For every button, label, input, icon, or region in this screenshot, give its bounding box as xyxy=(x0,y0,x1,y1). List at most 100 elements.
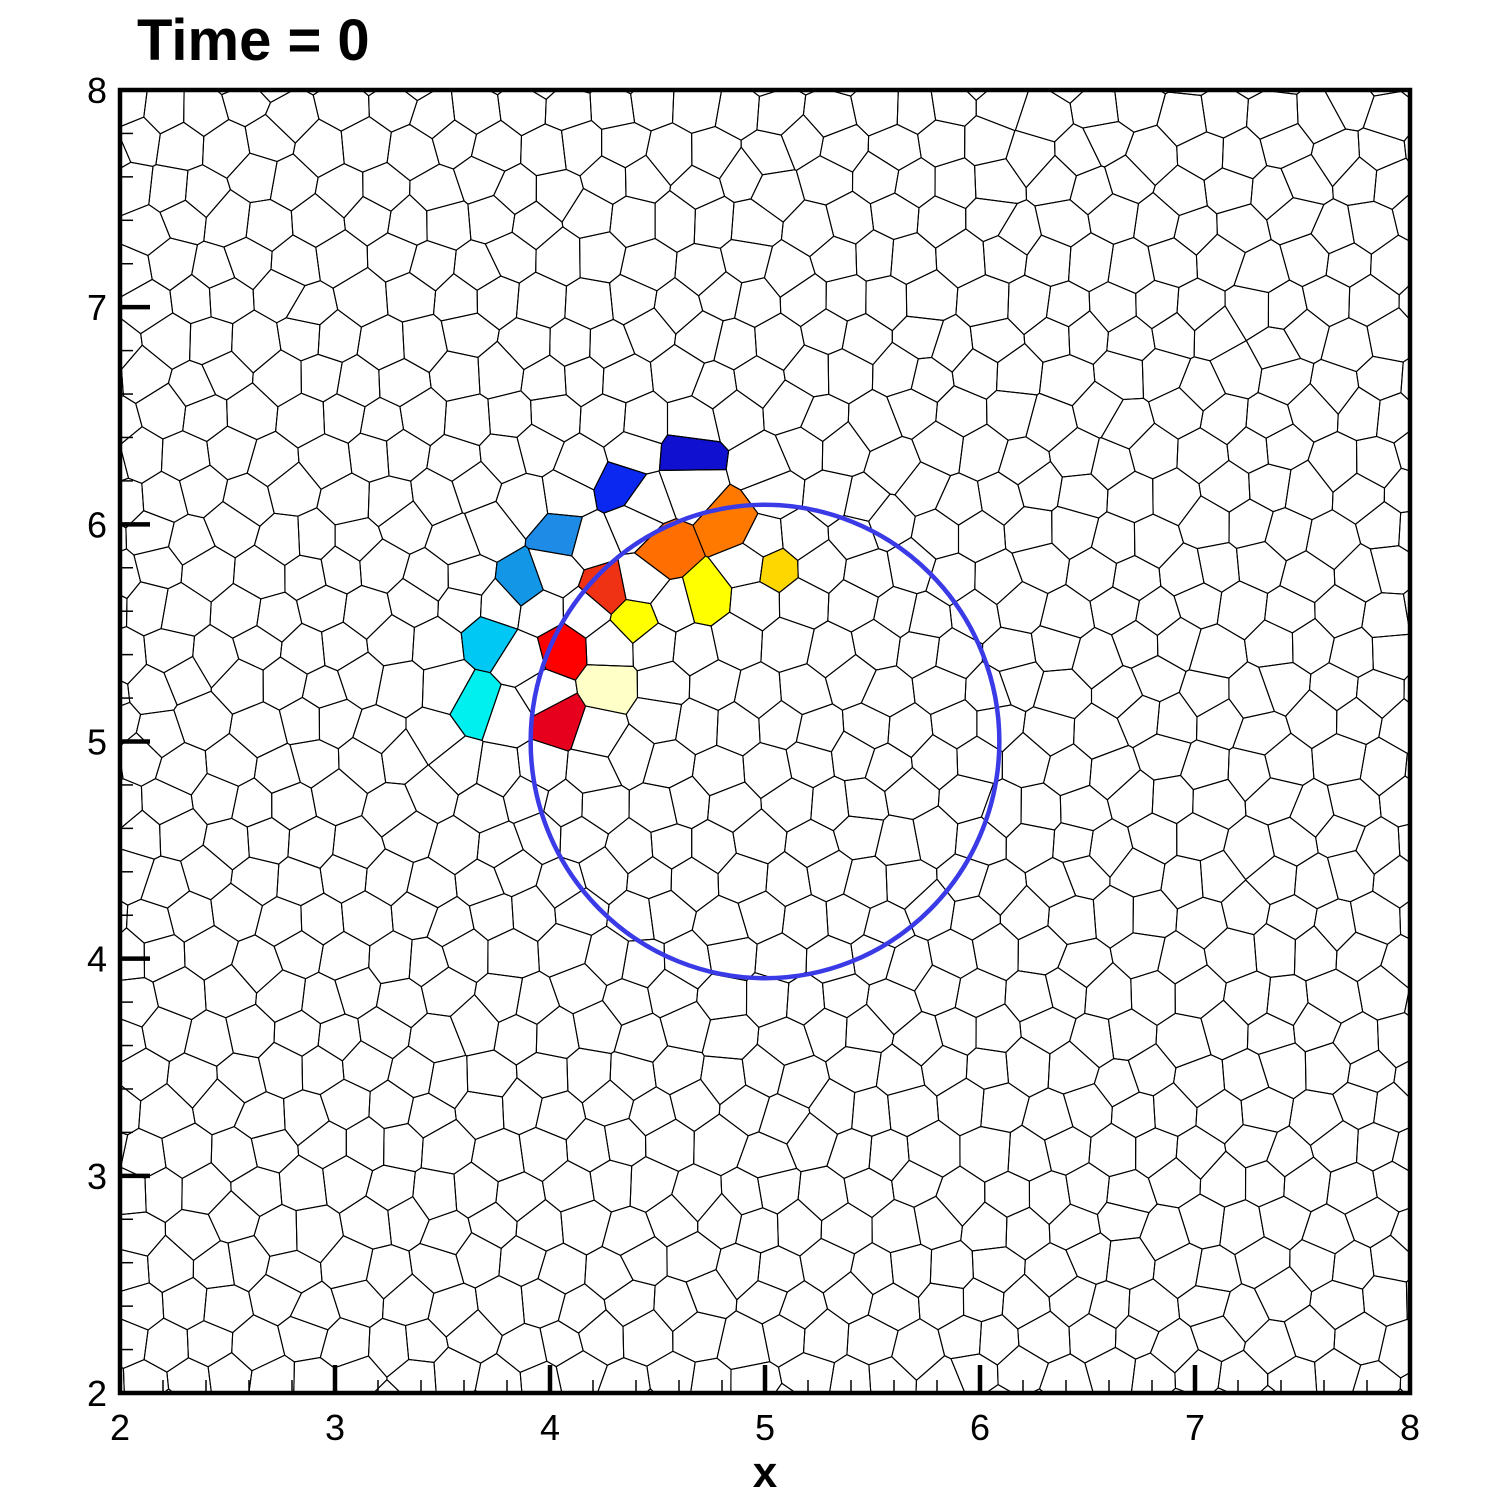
mesh-cell xyxy=(715,1242,762,1301)
mesh-cell xyxy=(642,739,696,789)
mesh-cell xyxy=(255,969,307,1023)
mesh-cell xyxy=(301,1045,345,1096)
mesh-cell xyxy=(1089,586,1141,636)
mesh-cell xyxy=(624,154,672,204)
mesh-cell xyxy=(1199,1150,1247,1208)
mesh-cell xyxy=(1065,546,1118,603)
mesh-cell xyxy=(1310,128,1361,188)
mesh-cell xyxy=(535,226,581,287)
mesh-cell xyxy=(1266,1125,1315,1178)
mesh-cell xyxy=(191,240,236,289)
mesh-cell xyxy=(1351,1360,1402,1394)
mesh-cell xyxy=(384,271,437,323)
mesh-cell xyxy=(273,1009,322,1057)
mesh-cell xyxy=(231,1314,286,1372)
mesh-cell xyxy=(597,1357,651,1394)
mesh-cell xyxy=(277,1315,329,1363)
mesh-cell xyxy=(609,1050,657,1102)
mesh-cell xyxy=(841,312,893,366)
y-tick-label: 6 xyxy=(87,504,107,545)
mesh-cell xyxy=(420,1118,476,1175)
mesh-cell xyxy=(387,1045,435,1099)
mesh-cell xyxy=(978,1314,1020,1366)
mesh-cell xyxy=(455,1231,502,1289)
mesh-cell xyxy=(1189,1315,1246,1363)
mesh-cell xyxy=(774,426,824,481)
mesh-cell xyxy=(292,118,345,179)
mesh-cell xyxy=(1024,234,1072,287)
mesh-cell xyxy=(999,884,1050,941)
mesh-cell xyxy=(1393,1059,1411,1100)
mesh-cell xyxy=(386,193,428,246)
mesh-cell xyxy=(1286,382,1339,443)
mesh-cell xyxy=(342,584,393,641)
mesh-cell xyxy=(155,121,205,171)
mesh-cell xyxy=(1253,922,1296,978)
colored-cell xyxy=(759,547,799,594)
mesh-cell xyxy=(962,1277,1005,1323)
mesh-cell xyxy=(1369,545,1411,595)
mesh-cell xyxy=(1194,1244,1243,1293)
mesh-cell xyxy=(867,123,922,171)
mesh-cell xyxy=(404,764,459,825)
mesh-cell xyxy=(1209,339,1263,400)
mesh-cell xyxy=(714,89,760,141)
mesh-cell xyxy=(1065,1232,1112,1285)
mesh-cell xyxy=(530,394,582,443)
mesh-cell xyxy=(696,973,748,1021)
mesh-cell xyxy=(613,1012,669,1063)
mesh-cell xyxy=(980,778,1022,839)
mesh-cell xyxy=(1309,1119,1359,1173)
x-tick-label: 7 xyxy=(1185,1407,1205,1448)
mesh-cell xyxy=(408,1242,465,1294)
mesh-cell xyxy=(1069,89,1120,129)
mesh-cell xyxy=(795,703,845,753)
mesh-cell xyxy=(756,89,807,136)
mesh-cell xyxy=(885,859,938,910)
mesh-cell xyxy=(689,1357,732,1394)
mesh-cell xyxy=(143,1317,189,1373)
mesh-cell xyxy=(202,817,250,871)
colored-cell xyxy=(692,483,759,558)
mesh-cell xyxy=(428,350,481,402)
mesh-cell xyxy=(312,89,370,132)
mesh-cell xyxy=(378,357,432,408)
mesh-cell xyxy=(357,1005,412,1060)
mesh-cell xyxy=(577,1309,625,1366)
mesh-cell xyxy=(252,268,306,324)
mesh-cell xyxy=(1245,89,1299,140)
mesh-cell xyxy=(269,153,319,212)
mesh-cell xyxy=(119,242,153,299)
mesh-cell xyxy=(1244,777,1304,826)
mesh-cell xyxy=(408,89,456,140)
mesh-cell xyxy=(778,663,834,716)
mesh-cell xyxy=(512,810,562,866)
mesh-cell xyxy=(1391,1126,1411,1173)
mesh-cell xyxy=(169,273,212,325)
mesh-cell xyxy=(825,1046,882,1094)
mesh-cell xyxy=(913,1195,963,1251)
mesh-cell xyxy=(160,581,212,637)
mesh-cell xyxy=(178,464,229,519)
mesh-cell xyxy=(1048,1203,1102,1251)
mesh-cell xyxy=(1109,932,1166,980)
mesh-cell xyxy=(851,150,900,205)
mesh-cell xyxy=(761,1314,806,1368)
mesh-cell xyxy=(736,1131,798,1179)
circle-overlay xyxy=(528,502,1002,981)
mesh-cell xyxy=(950,1353,999,1394)
mesh-cell xyxy=(691,125,742,180)
mesh-cell xyxy=(1265,423,1315,471)
mesh-cell xyxy=(821,420,871,477)
mesh-cell xyxy=(316,472,370,526)
mesh-cell xyxy=(646,1350,696,1394)
mesh-cell xyxy=(622,1309,674,1367)
mesh-cell xyxy=(1025,392,1079,453)
mesh-cell xyxy=(1147,386,1204,440)
mesh-cell xyxy=(720,1166,764,1216)
mesh-cell xyxy=(1296,89,1347,145)
mesh-cell xyxy=(1048,1275,1097,1328)
mesh-cell xyxy=(1355,355,1404,402)
mesh-cell xyxy=(1001,1273,1051,1330)
mesh-cell xyxy=(975,89,1030,132)
